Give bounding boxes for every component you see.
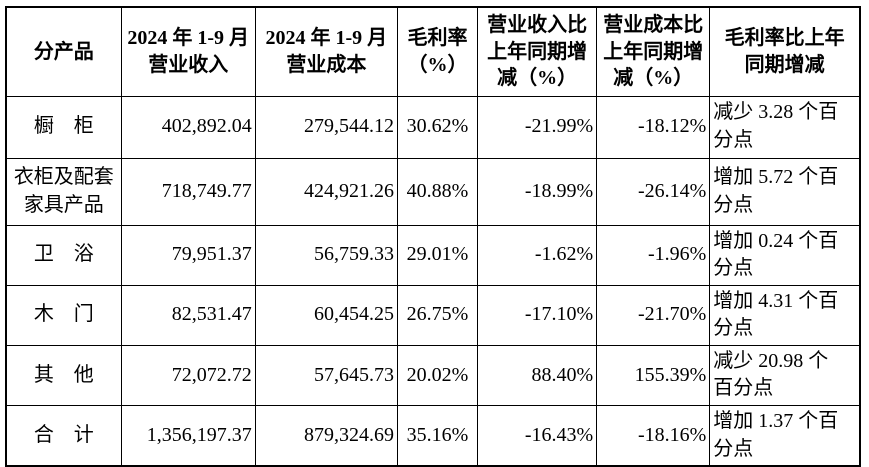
cell-cost-yoy: 155.39% (596, 344, 711, 407)
gross-margin-by-product-table: 分产品 2024 年 1-9 月 营业收入 2024 年 1-9 月 营业成本 … (5, 6, 861, 467)
table-row-wardrobe: 衣柜及配套 家具产品 718,749.77 424,921.26 40.88% … (5, 157, 861, 226)
header-cost: 2024 年 1-9 月 营业成本 (254, 6, 398, 97)
cell-cost: 56,759.33 (254, 224, 398, 286)
cell-margin-yoy: 减少 20.98 个 百分点 (709, 344, 861, 407)
cell-revenue: 718,749.77 (120, 157, 256, 226)
cell-revenue: 82,531.47 (120, 284, 256, 346)
cell-gross-margin: 35.16% (396, 405, 479, 467)
table-row-bathroom: 卫 浴 79,951.37 56,759.33 29.01% -1.62% -1… (5, 224, 861, 286)
cell-revenue-yoy: 88.40% (477, 344, 598, 407)
header-product: 分产品 (5, 6, 122, 97)
cell-margin-yoy: 增加 5.72 个百 分点 (709, 157, 861, 226)
cell-revenue-yoy: -16.43% (477, 405, 598, 467)
header-revenue: 2024 年 1-9 月 营业收入 (120, 6, 256, 97)
cell-cost: 424,921.26 (254, 157, 398, 226)
cell-cost-yoy: -18.16% (596, 405, 711, 467)
cell-cost-yoy: -1.96% (596, 224, 711, 286)
header-revenue-yoy: 营业收入比 上年同期增 减（%） (477, 6, 598, 97)
cell-margin-yoy: 增加 0.24 个百 分点 (709, 224, 861, 286)
cell-revenue: 72,072.72 (120, 344, 256, 407)
header-row: 分产品 2024 年 1-9 月 营业收入 2024 年 1-9 月 营业成本 … (5, 6, 861, 97)
cell-margin-yoy: 增加 4.31 个百 分点 (709, 284, 861, 346)
cell-revenue: 79,951.37 (120, 224, 256, 286)
cell-product: 衣柜及配套 家具产品 (5, 157, 122, 226)
cell-cost-yoy: -26.14% (596, 157, 711, 226)
header-gross-margin: 毛利率 （%） (396, 6, 479, 97)
cell-cost: 60,454.25 (254, 284, 398, 346)
financial-table-container: 分产品 2024 年 1-9 月 营业收入 2024 年 1-9 月 营业成本 … (5, 6, 861, 467)
cell-cost: 57,645.73 (254, 344, 398, 407)
cell-product: 木 门 (5, 284, 122, 346)
cell-gross-margin: 26.75% (396, 284, 479, 346)
header-margin-yoy: 毛利率比上年 同期增减 (709, 6, 861, 97)
cell-margin-yoy: 减少 3.28 个百 分点 (709, 95, 861, 159)
cell-cost-yoy: -21.70% (596, 284, 711, 346)
cell-product: 合 计 (5, 405, 122, 467)
cell-cost: 279,544.12 (254, 95, 398, 159)
cell-revenue-yoy: -1.62% (477, 224, 598, 286)
table-row-total: 合 计 1,356,197.37 879,324.69 35.16% -16.4… (5, 405, 861, 467)
cell-product: 橱 柜 (5, 95, 122, 159)
header-cost-yoy: 营业成本比 上年同期增 减（%） (596, 6, 711, 97)
cell-revenue: 1,356,197.37 (120, 405, 256, 467)
cell-gross-margin: 20.02% (396, 344, 479, 407)
cell-revenue-yoy: -21.99% (477, 95, 598, 159)
cell-product: 卫 浴 (5, 224, 122, 286)
cell-cost: 879,324.69 (254, 405, 398, 467)
table-row-cabinet: 橱 柜 402,892.04 279,544.12 30.62% -21.99%… (5, 95, 861, 159)
cell-margin-yoy: 增加 1.37 个百 分点 (709, 405, 861, 467)
cell-cost-yoy: -18.12% (596, 95, 711, 159)
cell-revenue: 402,892.04 (120, 95, 256, 159)
table-row-other: 其 他 72,072.72 57,645.73 20.02% 88.40% 15… (5, 344, 861, 407)
cell-product: 其 他 (5, 344, 122, 407)
cell-revenue-yoy: -17.10% (477, 284, 598, 346)
cell-gross-margin: 40.88% (396, 157, 479, 226)
cell-gross-margin: 30.62% (396, 95, 479, 159)
cell-revenue-yoy: -18.99% (477, 157, 598, 226)
cell-gross-margin: 29.01% (396, 224, 479, 286)
table-row-wooden-door: 木 门 82,531.47 60,454.25 26.75% -17.10% -… (5, 284, 861, 346)
